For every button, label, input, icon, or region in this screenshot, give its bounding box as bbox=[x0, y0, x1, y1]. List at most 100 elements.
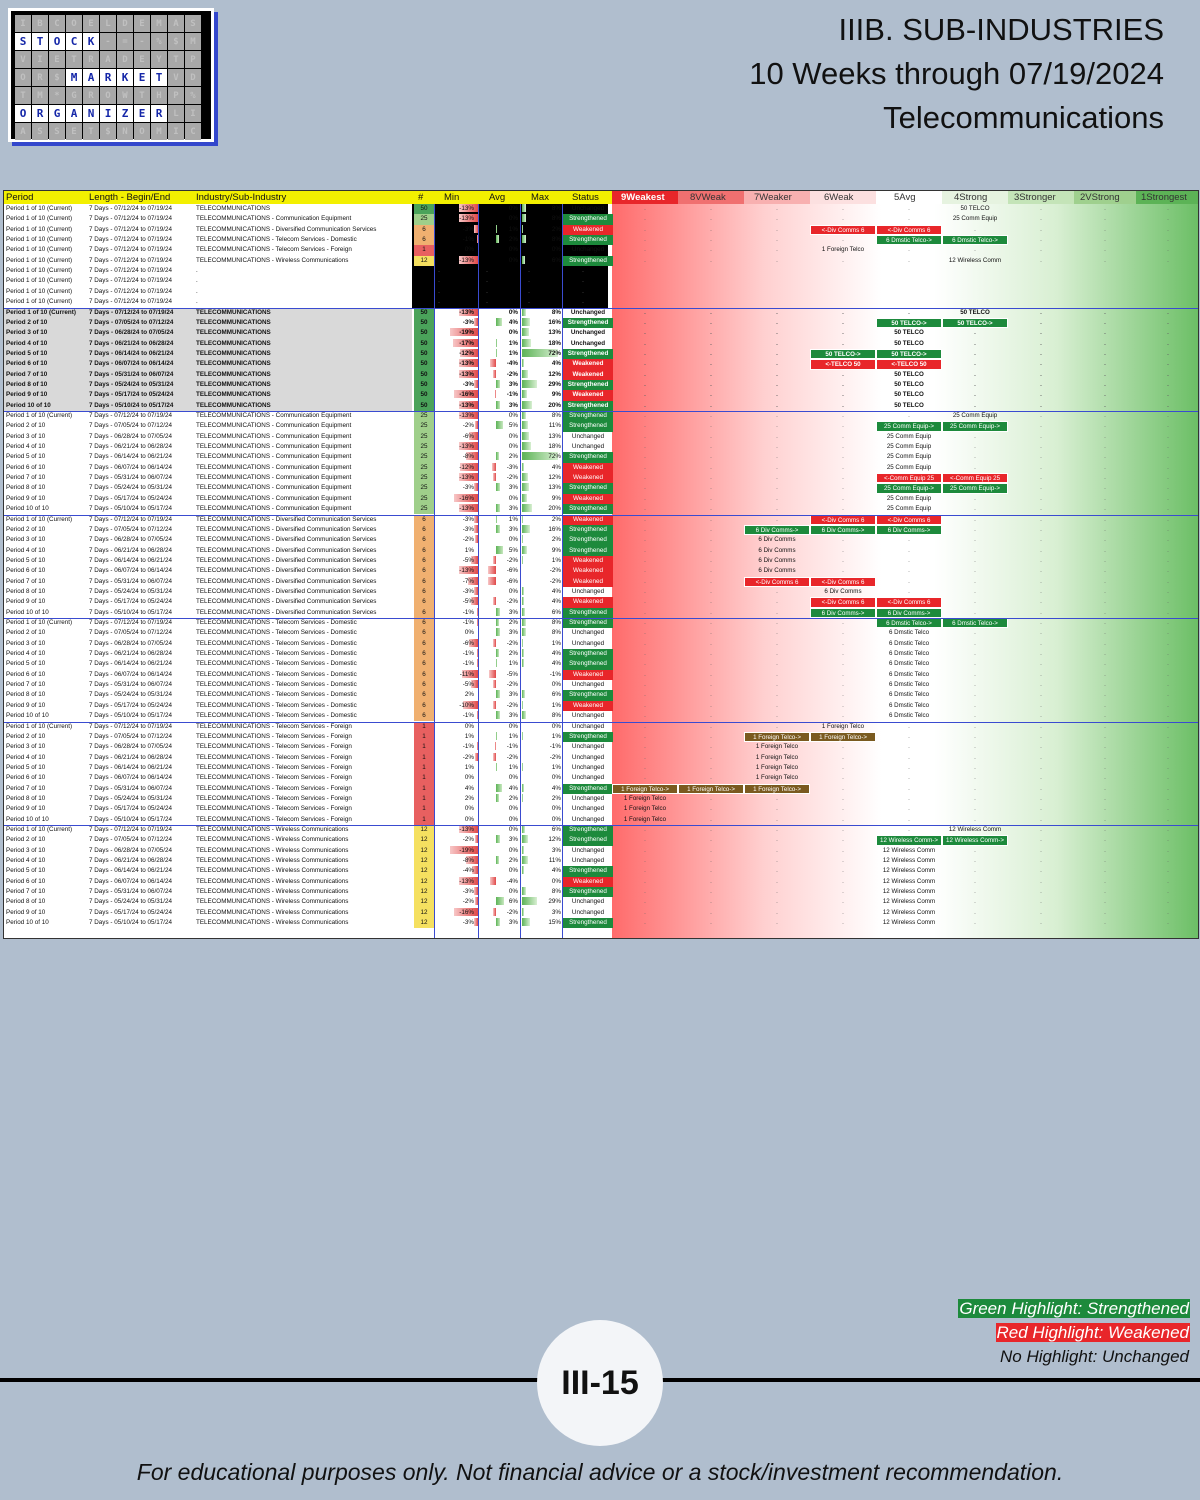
zone-dot: . bbox=[1167, 722, 1169, 730]
cell-length: 7 Days - 05/17/24 to 05/24/24 bbox=[89, 701, 172, 709]
min-bar bbox=[454, 390, 478, 399]
cell-period: Period 4 of 10 bbox=[6, 443, 46, 451]
zone-dot: . bbox=[1040, 753, 1042, 761]
cell-min: -2% bbox=[462, 836, 474, 844]
table-row: Period 4 of 10 7 Days - 06/21/24 to 06/28… bbox=[4, 856, 1198, 867]
placeholder-dot: . bbox=[486, 287, 488, 295]
zone-cell: 6 Dmstic Telco bbox=[888, 650, 930, 658]
table-row: Period 8 of 10 7 Days - 05/24/24 to 05/31… bbox=[4, 586, 1198, 598]
cell-count: 6 bbox=[414, 628, 434, 639]
zone-dot: . bbox=[1040, 432, 1042, 440]
zone-dot: . bbox=[1104, 443, 1106, 451]
cell-max: -1% bbox=[549, 670, 561, 678]
cell-length: 7 Days - 05/31/24 to 06/07/24 bbox=[89, 888, 172, 896]
zone-dot: . bbox=[710, 443, 712, 451]
cell-avg: -2% bbox=[506, 753, 518, 761]
zone-dot: . bbox=[974, 556, 976, 564]
zone-dot: . bbox=[842, 794, 844, 802]
cell-avg: 5% bbox=[508, 422, 518, 430]
zone-dot: . bbox=[842, 546, 844, 554]
zone-dot: . bbox=[644, 329, 646, 337]
cell-count: 6 bbox=[414, 545, 434, 556]
cell-min: 4% bbox=[464, 784, 474, 792]
zone-dot: . bbox=[710, 639, 712, 647]
avg-bar bbox=[496, 400, 501, 409]
cell-count: 1 bbox=[414, 814, 434, 825]
zone-dot: . bbox=[644, 846, 646, 854]
cell-status: Weakened bbox=[563, 876, 613, 888]
logo-letter: A bbox=[66, 105, 82, 122]
cell-status: Unchanged bbox=[571, 774, 605, 782]
max-bar bbox=[522, 493, 527, 502]
zone-dot: . bbox=[1040, 857, 1042, 865]
zone-dot: . bbox=[644, 246, 646, 254]
zone-dot: . bbox=[710, 836, 712, 844]
zone-dot: . bbox=[908, 546, 910, 554]
cell-count: 12 bbox=[414, 845, 434, 857]
cell-max: 1% bbox=[551, 732, 561, 740]
zone-dot: . bbox=[1167, 753, 1169, 761]
cell-industry: TELECOMMUNICATIONS - Communication Equip… bbox=[196, 215, 352, 223]
cell-avg: 0% bbox=[508, 412, 518, 419]
table-row: Period 1 of 10 (Current) 7 Days - 07/12/2… bbox=[4, 618, 1198, 629]
cell-count: 6 bbox=[414, 586, 434, 598]
zone-dot: . bbox=[776, 484, 778, 492]
zone-dot: . bbox=[644, 587, 646, 595]
cell-industry: . bbox=[196, 267, 198, 275]
zone-cell: <-Div Comms 6 bbox=[810, 514, 876, 525]
zone-dot: . bbox=[710, 670, 712, 678]
cell-max: 8% bbox=[551, 888, 561, 896]
cell-count: 50 bbox=[414, 328, 434, 339]
zone-dot: . bbox=[644, 857, 646, 865]
zone-dot: . bbox=[908, 763, 910, 771]
zone-dot: . bbox=[644, 339, 646, 347]
zone-dot: . bbox=[974, 432, 976, 440]
zone-dot: . bbox=[974, 774, 976, 782]
zone-dot: . bbox=[644, 763, 646, 771]
cell-status: Unchanged bbox=[571, 794, 605, 802]
zone-dot: . bbox=[908, 215, 910, 223]
zone-dot: . bbox=[1040, 587, 1042, 595]
cell-industry: TELECOMMUNICATIONS - Telecom Services - … bbox=[196, 701, 357, 709]
zone-cell: 50 TELCO bbox=[894, 339, 924, 347]
cell-max: 0% bbox=[551, 681, 561, 689]
zone-cell: 1 Foreign Telco bbox=[623, 815, 667, 823]
cell-status: Unchanged bbox=[571, 805, 605, 813]
cell-avg: -3% bbox=[506, 463, 518, 471]
avg-bar bbox=[496, 524, 501, 533]
zone-dot: . bbox=[908, 412, 910, 419]
min-bar bbox=[473, 524, 478, 533]
cell-length: 7 Days - 07/12/24 to 07/19/24 bbox=[89, 619, 172, 626]
cell-status: Weakened bbox=[563, 224, 613, 236]
cell-max: 16% bbox=[548, 318, 561, 326]
zone-dot: . bbox=[1040, 567, 1042, 575]
zone-dot: . bbox=[644, 836, 646, 844]
table-row: Period 8 of 10 7 Days - 05/24/24 to 05/31… bbox=[4, 690, 1198, 701]
cell-industry: TELECOMMUNICATIONS - Diversified Communi… bbox=[196, 546, 377, 554]
zone-dot: . bbox=[1040, 919, 1042, 927]
cell-max: 2% bbox=[551, 225, 561, 233]
cell-min: -1% bbox=[462, 619, 474, 626]
zone-dot: . bbox=[1040, 650, 1042, 658]
cell-min: -13% bbox=[459, 360, 474, 368]
zone-dot: . bbox=[1167, 763, 1169, 771]
zone-dot: . bbox=[1040, 401, 1042, 409]
table-row: Period 10 of 10 7 Days - 05/10/24 to 05/1… bbox=[4, 814, 1198, 825]
zone-dot: . bbox=[1104, 536, 1106, 544]
cell-period: Period 7 of 10 bbox=[6, 370, 48, 378]
logo-letter: O bbox=[49, 33, 65, 50]
cell-length: 7 Days - 06/07/24 to 06/14/24 bbox=[89, 774, 172, 782]
cell-length: 7 Days - 06/07/24 to 06/14/24 bbox=[89, 877, 172, 885]
zone-dot: . bbox=[842, 505, 844, 513]
zone-dot: . bbox=[710, 505, 712, 513]
cell-count: 6 bbox=[414, 224, 434, 236]
cell-max: 4% bbox=[551, 360, 561, 368]
avg-bar bbox=[496, 856, 499, 865]
cell-industry: TELECOMMUNICATIONS - Telecom Services - … bbox=[196, 650, 357, 658]
cell-status: Weakened bbox=[563, 493, 613, 505]
title-industry: Telecommunications bbox=[883, 100, 1164, 135]
zone-dot: . bbox=[908, 805, 910, 813]
zone-cell: 50 TELCO bbox=[894, 391, 924, 399]
cell-industry: TELECOMMUNICATIONS bbox=[196, 329, 271, 337]
cell-period: Period 10 of 10 bbox=[6, 608, 49, 616]
